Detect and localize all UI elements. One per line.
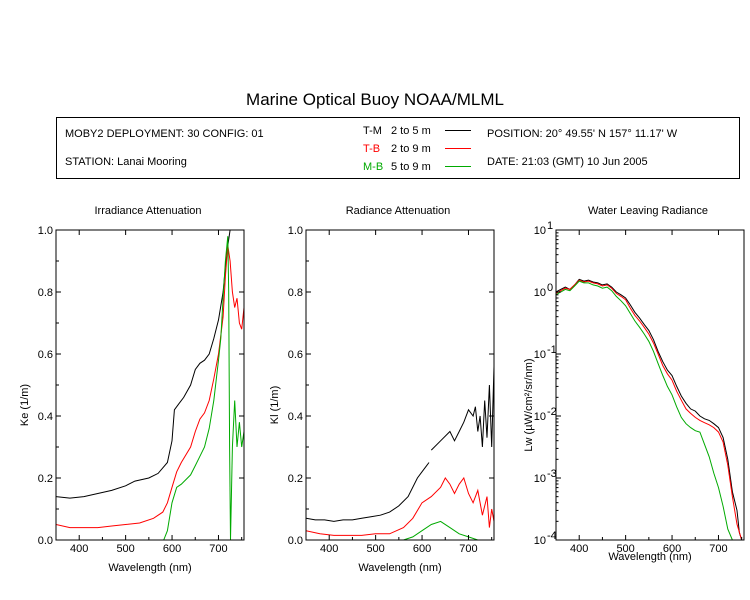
y-tick-label: 10 [534,287,546,299]
y-tick-label: 0.8 [38,287,53,299]
series-line [56,245,244,529]
y-tick-label: 1.0 [38,225,53,237]
x-tick-label: 600 [163,543,181,555]
x-axis-label: Wavelength (nm) [108,562,191,574]
legend-range: 2 to 9 m [391,143,431,155]
y-axis-label: Ke (1/m) [19,384,31,426]
y-tick-label: 0.6 [38,349,53,361]
x-tick-label: 500 [116,543,134,555]
y-tick-label: 0.2 [288,473,303,485]
y-tick-exponent: -2 [547,406,557,418]
y-tick-label: 10 [534,473,546,485]
legend-range: 5 to 9 m [391,161,431,173]
y-tick-label: 1.0 [288,225,303,237]
x-tick-label: 700 [209,543,227,555]
x-tick-label: 400 [570,543,588,555]
series-line [430,366,494,451]
series-line [56,230,231,499]
x-tick-label: 400 [320,543,338,555]
y-axis-label: Lw (µW/cm²/sr/nm) [523,358,535,451]
y-tick-exponent: -4 [547,530,557,542]
x-tick-label: 700 [459,543,477,555]
x-tick-label: 600 [663,543,681,555]
x-tick-label: 400 [70,543,88,555]
y-tick-label: 0.2 [38,473,53,485]
y-tick-exponent: -1 [547,344,557,356]
x-tick-label: 500 [616,543,634,555]
y-tick-label: 0.8 [288,287,303,299]
page-title: Marine Optical Buoy NOAA/MLML [246,90,504,109]
y-tick-label: 10 [534,411,546,423]
plot-frame [555,229,745,541]
deployment-text: MOBY2 DEPLOYMENT: 30 CONFIG: 01 [65,128,264,140]
y-tick-label: 0.4 [38,411,53,423]
legend-line [445,165,471,167]
series-line [163,236,244,540]
x-tick-label: 500 [366,543,384,555]
series-line [306,476,494,536]
y-tick-exponent: 1 [547,220,553,232]
panel-title-water-leaving: Water Leaving Radiance [587,205,709,217]
series-line [556,278,744,540]
x-tick-label: 700 [709,543,727,555]
station-text: STATION: Lanai Mooring [65,156,187,168]
legend-range: 2 to 5 m [391,125,431,137]
y-tick-exponent: -3 [547,468,557,480]
x-tick-label: 600 [413,543,431,555]
series-line [306,462,430,522]
series-line [306,520,494,540]
y-tick-label: 0.6 [288,349,303,361]
chart-2: 400 500 600 700 0.0 0.2 0.4 0.6 0.8 1.0 Wavelength… [269,225,495,574]
panel-title-irradiance: Irradiance Attenuation [94,205,202,217]
chart-1: 400 500 600 700 0.0 0.2 0.4 0.6 0.8 1.0 Wavelength… [19,225,245,574]
legend-line [445,147,471,149]
legend-code: T-B [363,143,381,155]
series-line [556,280,733,540]
legend-code: T-M [363,125,382,137]
y-tick-label: 10 [534,225,546,237]
y-tick-label: 10 [534,349,546,361]
y-tick-label: 0.4 [288,411,303,423]
x-axis-label: Wavelength (nm) [608,551,691,563]
panel-title-radiance: Radiance Attenuation [345,205,451,217]
plot-frame [305,229,495,541]
y-axis-label: Kl (1/m) [269,386,281,425]
series-line [556,279,743,540]
y-tick-label: 10 [534,535,546,547]
date-text: DATE: 21:03 (GMT) 10 Jun 2005 [487,156,648,168]
legend-row-tb: T-B 2 to 9 m [363,143,471,157]
y-tick-exponent: 0 [547,282,553,294]
legend-code: M-B [363,161,384,173]
y-tick-label: 0.0 [288,535,303,547]
legend-row-tm: T-M 2 to 5 m [363,125,471,139]
info-box: MOBY2 DEPLOYMENT: 30 CONFIG: 01 STATION:… [56,117,740,179]
position-text: POSITION: 20° 49.55' N 157° 11.17' W [487,128,678,140]
y-tick-label: 0.0 [38,535,53,547]
legend-line [445,129,471,131]
x-axis-label: Wavelength (nm) [358,562,441,574]
legend-row-mb: M-B 5 to 9 m [363,161,471,175]
